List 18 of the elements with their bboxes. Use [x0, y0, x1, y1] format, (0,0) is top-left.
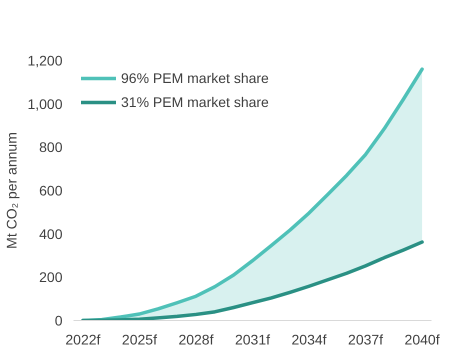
y-tick-label: 200 — [39, 269, 63, 286]
y-axis-title: Mt CO₂ per annum — [3, 132, 20, 249]
y-tick-label: 400 — [39, 226, 63, 242]
y-tick-label: 600 — [39, 182, 63, 198]
x-tick-label: 2028f — [178, 332, 214, 348]
line-series — [81, 240, 424, 320]
y-tick-label: 800 — [39, 139, 63, 156]
y-tick-label: 1,200 — [27, 52, 63, 68]
x-tick-label: 2034f — [292, 332, 327, 348]
legend-label: 96% PEM market share — [121, 70, 269, 86]
x-tick-label: 2031f — [234, 332, 270, 348]
x-tick-label: 2040f — [404, 332, 440, 348]
x-tick-label: 2022f — [65, 332, 101, 348]
y-tick-label: 1,000 — [27, 96, 63, 112]
y-tick-label: 0 — [54, 312, 63, 328]
x-tick-label: 2025f — [122, 332, 158, 348]
legend-label: 31% PEM market share — [121, 94, 269, 110]
x-tick-label: 2037f — [348, 332, 384, 348]
